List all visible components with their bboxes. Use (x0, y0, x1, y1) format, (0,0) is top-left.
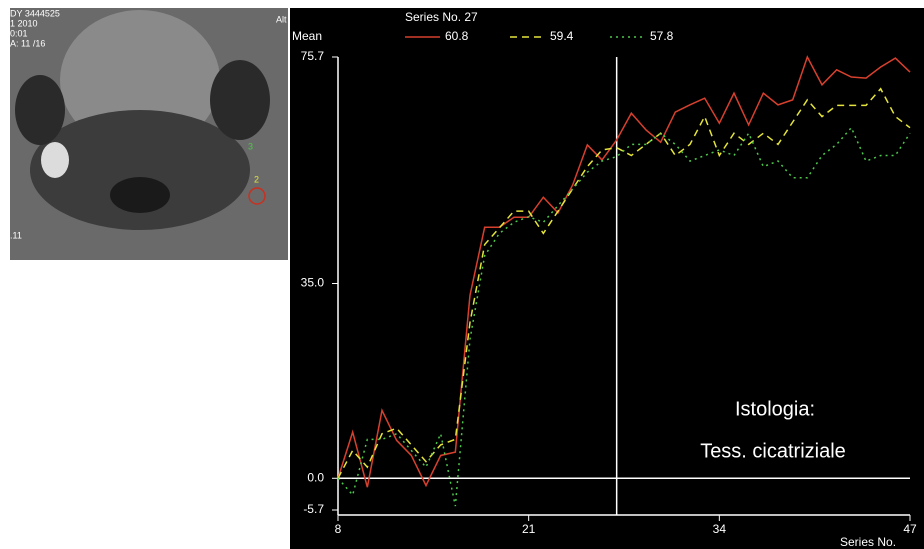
mri-region (110, 177, 170, 213)
y-tick-label: 35.0 (301, 276, 325, 290)
image-label: 1 2010 (10, 18, 38, 28)
annotation: Istologia: (735, 398, 815, 420)
mri-image (10, 8, 288, 260)
legend-label: 57.8 (650, 29, 674, 43)
x-axis-label: Series No. (840, 535, 896, 549)
annotation: Tess. cicatriziale (700, 440, 846, 462)
mri-region (41, 142, 69, 178)
image-label: 2 (254, 174, 259, 184)
legend-title: Series No. 27 (405, 10, 478, 24)
image-label: 3 (248, 141, 253, 151)
chart-background (290, 8, 924, 549)
y-tick-label: -5.7 (303, 502, 324, 516)
y-axis-label: Mean (292, 29, 322, 43)
image-label: DY 3444525 (10, 8, 60, 18)
legend-label: 60.8 (445, 29, 469, 43)
x-tick-label: 47 (903, 522, 917, 536)
y-tick-label: 0.0 (307, 470, 324, 484)
image-label: 0:01 (10, 28, 28, 38)
image-label: A: 11 /16 (10, 38, 45, 48)
image-label: Alt (276, 14, 287, 24)
x-tick-label: 21 (522, 522, 536, 536)
image-label: .11 (10, 230, 22, 240)
y-tick-label: 75.7 (301, 49, 325, 63)
mri-region (15, 75, 65, 145)
mri-region (210, 60, 270, 140)
x-tick-label: 8 (335, 522, 342, 536)
x-tick-label: 34 (713, 522, 727, 536)
screen: DY 34445251 20100:01A: 11 /16 Alt .11 3 2 -5.… (0, 0, 924, 549)
legend-label: 59.4 (550, 29, 574, 43)
